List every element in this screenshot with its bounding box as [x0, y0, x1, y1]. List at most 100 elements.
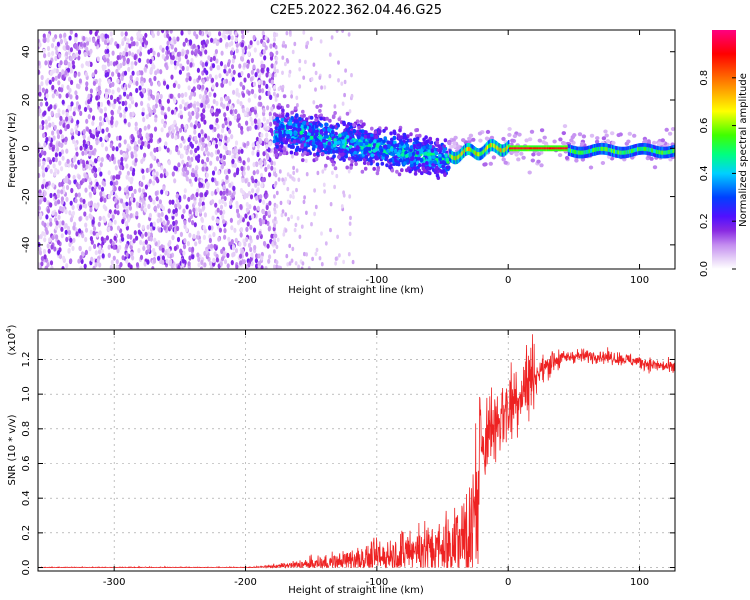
noise-cell: [70, 128, 74, 134]
signal-cell: [276, 119, 281, 124]
noise-cell: [231, 58, 235, 64]
noise-cell: [42, 178, 46, 184]
signal-cell: [361, 133, 365, 138]
signal-cell: [442, 149, 446, 154]
noise-cell: [54, 194, 58, 200]
noise-cell: [104, 146, 108, 152]
noise-cell: [83, 42, 87, 48]
signal-cell: [326, 156, 330, 160]
noise-cell: [241, 177, 245, 183]
noise-cell: [137, 139, 141, 145]
noise-cell: [165, 64, 169, 71]
signal-cell: [362, 161, 367, 165]
noise-cell: [107, 252, 111, 258]
noise-cell: [223, 234, 227, 240]
noise-cell: [148, 212, 152, 218]
noise-cell: [166, 84, 170, 90]
noise-cell: [98, 78, 102, 84]
noise-cell: [286, 172, 290, 177]
noise-cell: [349, 215, 352, 221]
noise-cell: [76, 119, 80, 125]
trace-core: [483, 148, 486, 153]
signal-cell: [375, 162, 380, 167]
noise-cell: [78, 78, 82, 84]
noise-cell: [247, 242, 252, 248]
noise-cell: [197, 122, 201, 128]
noise-cell: [89, 88, 93, 94]
halo-cell: [536, 159, 541, 164]
noise-cell: [252, 64, 256, 70]
noise-cell: [192, 207, 196, 213]
noise-cell: [49, 104, 53, 110]
noise-cell: [242, 85, 246, 91]
noise-cell: [335, 30, 339, 33]
signal-cell: [339, 144, 344, 149]
noise-cell: [165, 54, 169, 60]
noise-cell: [200, 102, 204, 108]
noise-cell: [198, 201, 202, 207]
noise-cell: [197, 262, 201, 268]
noise-cell: [38, 60, 41, 66]
signal-cell: [279, 137, 283, 142]
noise-cell: [235, 48, 239, 54]
noise-cell: [249, 224, 253, 230]
noise-cell: [104, 206, 108, 212]
trace-core: [460, 151, 463, 157]
halo-cell: [485, 129, 491, 134]
noise-cell: [39, 212, 43, 218]
noise-cell: [42, 248, 47, 255]
noise-cell: [302, 199, 306, 205]
trace-core: [565, 147, 568, 150]
noise-cell: [92, 129, 96, 135]
noise-cell: [58, 253, 63, 260]
noise-cell: [239, 227, 244, 233]
noise-cell: [211, 170, 216, 176]
noise-cell: [228, 182, 232, 188]
noise-cell: [149, 133, 153, 139]
trace-core: [627, 149, 630, 154]
noise-cell: [202, 195, 206, 201]
noise-cell: [96, 56, 100, 62]
noise-cell: [91, 120, 95, 126]
noise-cell: [60, 149, 65, 155]
noise-cell: [38, 262, 41, 268]
noise-cell: [181, 51, 185, 57]
noise-cell: [205, 39, 209, 45]
signal-cell: [280, 117, 285, 122]
trace-core: [643, 146, 646, 151]
noise-cell: [343, 79, 347, 85]
noise-cell: [189, 62, 193, 68]
halo-cell: [632, 133, 637, 138]
noise-cell: [177, 93, 181, 99]
noise-cell: [260, 172, 264, 178]
noise-cell: [240, 165, 244, 172]
noise-cell: [256, 68, 260, 74]
noise-cell: [70, 79, 74, 85]
noise-cell: [239, 204, 243, 210]
trace-core: [485, 146, 488, 151]
signal-cell: [440, 169, 444, 174]
noise-cell: [209, 124, 213, 130]
trace-core: [473, 149, 475, 155]
noise-cell: [73, 106, 77, 112]
signal-cell: [422, 145, 426, 150]
noise-cell: [164, 141, 168, 147]
noise-cell: [109, 225, 113, 231]
signal-cell: [274, 113, 279, 118]
noise-cell: [188, 159, 192, 165]
noise-cell: [294, 261, 298, 266]
noise-cell: [112, 244, 116, 250]
noise-cell: [242, 160, 246, 166]
noise-cell: [77, 55, 81, 61]
noise-cell: [171, 51, 175, 57]
noise-cell: [227, 35, 231, 41]
noise-cell: [342, 193, 346, 198]
noise-cell: [50, 43, 55, 49]
trace-core: [553, 147, 555, 150]
noise-cell: [139, 254, 144, 260]
noise-cell: [135, 41, 139, 47]
noise-cell: [202, 234, 206, 240]
noise-cell: [133, 141, 137, 147]
noise-cell: [127, 122, 131, 128]
halo-cell: [552, 139, 557, 144]
